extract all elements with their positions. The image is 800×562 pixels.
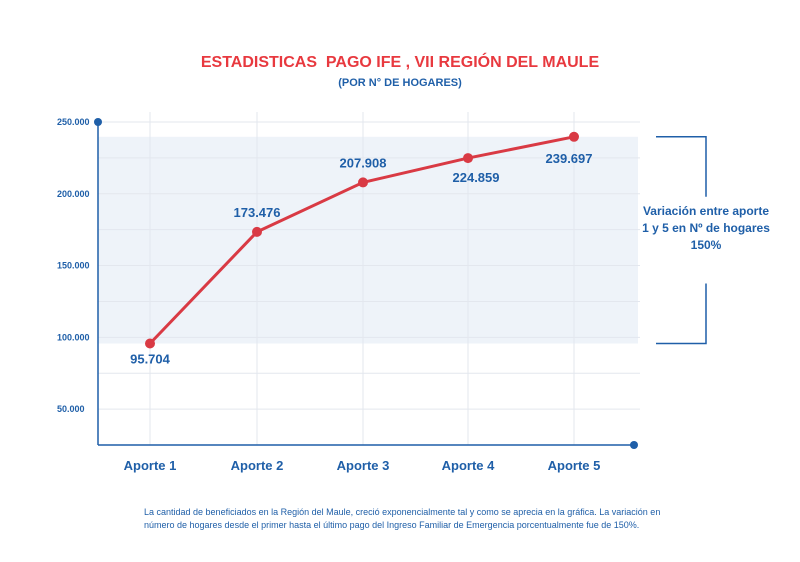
x-tick-label: Aporte 3: [337, 458, 390, 473]
data-point: [145, 338, 155, 349]
data-label: 224.859: [453, 170, 500, 185]
data-point: [358, 177, 368, 188]
footnote-line-2: número de hogares desde el primer hasta …: [144, 520, 640, 530]
variation-annotation-line-3: 150%: [691, 238, 722, 252]
x-tick-label: Aporte 1: [124, 458, 177, 473]
y-tick-label: 50.000: [57, 404, 85, 414]
chart-subtitle: (POR N° DE HOGARES): [338, 77, 462, 89]
x-axis-end-dot: [630, 441, 638, 449]
x-tick-label: Aporte 4: [442, 458, 496, 473]
chart-title: ESTADISTICAS PAGO IFE , VII REGIÓN DEL M…: [201, 52, 600, 71]
variation-bracket: [656, 136, 707, 345]
variation-annotation-line-2: 1 y 5 en Nº de hogares: [642, 221, 770, 235]
data-label: 173.476: [234, 205, 281, 220]
data-point: [569, 131, 579, 142]
variation-annotation-line-1: Variación entre aporte: [643, 204, 769, 218]
plot-area: 50.000 100.000 150.000 200.000 250.000 Aporte…: [57, 112, 707, 473]
data-label: 207.908: [340, 155, 387, 170]
y-tick-label: 100.000: [57, 332, 90, 342]
x-tick-label: Aporte 5: [548, 458, 601, 473]
footnote-line-1: La cantidad de beneficiados en la Región…: [144, 507, 661, 517]
y-axis-end-dot: [94, 118, 102, 126]
data-label: 95.704: [130, 352, 171, 367]
data-point: [252, 226, 262, 237]
y-tick-label: 250.000: [57, 117, 90, 127]
highlight-band: [98, 136, 638, 344]
data-label: 239.697: [546, 151, 593, 166]
footnote: La cantidad de beneficiados en la Región…: [144, 506, 664, 532]
y-tick-label: 200.000: [57, 189, 90, 199]
y-tick-label: 150.000: [57, 261, 90, 271]
x-tick-label: Aporte 2: [231, 458, 284, 473]
data-point: [463, 153, 473, 164]
